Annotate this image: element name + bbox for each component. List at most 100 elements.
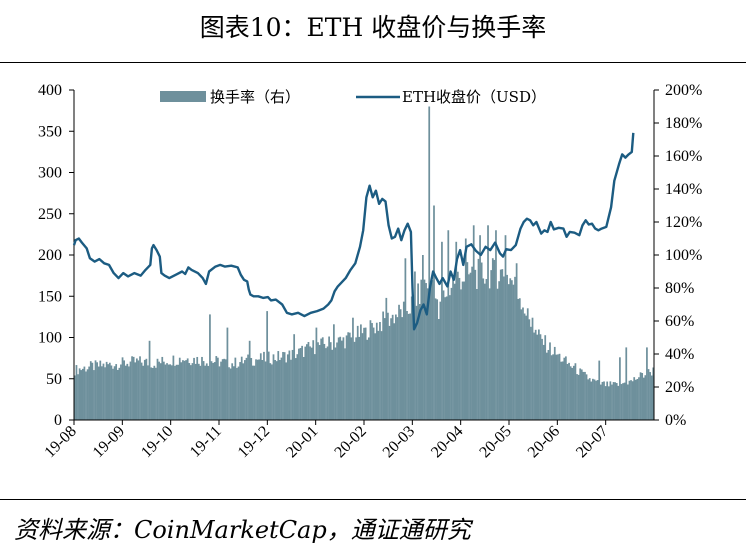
- turnover-bar: [526, 308, 529, 420]
- turnover-bar: [101, 366, 103, 420]
- turnover-bar: [293, 334, 296, 420]
- x-tick-label: 20-07: [573, 423, 611, 461]
- turnover-bar: [414, 271, 416, 420]
- turnover-bar: [636, 379, 639, 420]
- turnover-bar: [108, 362, 111, 420]
- right-tick-label: 0%: [665, 412, 686, 429]
- turnover-bar: [614, 382, 617, 420]
- turnover-bar: [294, 358, 297, 420]
- turnover-bar: [485, 278, 488, 420]
- turnover-bar: [209, 314, 211, 420]
- bottom-rule: [0, 499, 746, 500]
- turnover-bar: [634, 379, 637, 420]
- turnover-bar: [377, 330, 380, 420]
- turnover-bar: [223, 358, 226, 420]
- turnover-bar: [628, 380, 631, 420]
- turnover-bar: [491, 258, 494, 420]
- turnover-bar: [460, 289, 462, 420]
- turnover-bar: [471, 266, 473, 420]
- turnover-bar: [166, 363, 168, 420]
- turnover-bar: [431, 280, 434, 420]
- turnover-bar: [584, 371, 586, 420]
- turnover-bar: [409, 313, 412, 420]
- left-tick-label: 250: [38, 206, 62, 223]
- turnover-bar: [534, 329, 537, 420]
- right-tick-label: 160%: [665, 148, 702, 165]
- turnover-bar: [77, 374, 79, 420]
- turnover-bar: [205, 363, 208, 420]
- turnover-bar: [272, 354, 275, 420]
- turnover-bar: [452, 279, 454, 420]
- turnover-bar: [503, 276, 505, 420]
- turnover-bar: [495, 230, 497, 420]
- turnover-bar: [172, 355, 175, 420]
- turnover-bar: [143, 359, 146, 420]
- turnover-bar: [415, 305, 418, 420]
- turnover-bar: [437, 319, 440, 420]
- turnover-bar: [129, 361, 132, 420]
- turnover-bar: [301, 345, 303, 420]
- turnover-bar: [463, 281, 466, 420]
- turnover-bar: [110, 365, 113, 420]
- turnover-bar: [278, 360, 281, 420]
- turnover-bar: [105, 361, 108, 420]
- turnover-bar: [310, 347, 313, 420]
- turnover-bar: [177, 364, 180, 420]
- turnover-bar: [191, 363, 194, 420]
- turnover-bar: [428, 106, 431, 420]
- turnover-bar: [307, 342, 310, 420]
- turnover-bar: [550, 355, 553, 420]
- turnover-bar: [194, 363, 197, 420]
- turnover-bar: [622, 383, 624, 420]
- turnover-bar: [507, 284, 510, 420]
- x-tick-label: 19-11: [187, 423, 225, 461]
- turnover-bar: [487, 225, 489, 420]
- turnover-bar: [150, 367, 153, 420]
- left-tick-label: 0: [54, 412, 62, 429]
- turnover-bar: [623, 382, 626, 420]
- turnover-bar: [420, 279, 423, 420]
- turnover-bar: [402, 301, 405, 420]
- turnover-bar: [633, 377, 636, 420]
- right-tick-label: 140%: [665, 181, 702, 198]
- turnover-bar: [344, 348, 346, 420]
- turnover-bar: [296, 354, 299, 420]
- turnover-bar: [371, 323, 373, 420]
- turnover-bar: [604, 386, 607, 420]
- turnover-bar: [599, 384, 602, 420]
- turnover-bar: [474, 269, 477, 420]
- turnover-bar: [450, 287, 453, 420]
- turnover-bar: [615, 383, 618, 420]
- turnover-bar: [245, 357, 248, 420]
- turnover-bar: [131, 356, 133, 420]
- turnover-bar: [447, 230, 450, 420]
- turnover-bar: [541, 338, 543, 420]
- turnover-bar: [118, 367, 121, 420]
- turnover-bar: [434, 298, 437, 420]
- turnover-bar: [318, 344, 321, 420]
- price-line-group: [72, 132, 635, 331]
- turnover-bar: [592, 378, 594, 420]
- turnover-bar: [328, 336, 330, 420]
- turnover-bar: [560, 361, 562, 420]
- left-tick-label: 350: [38, 123, 62, 140]
- turnover-bar: [539, 334, 542, 420]
- turnover-bar: [367, 337, 370, 420]
- turnover-bar: [423, 279, 426, 420]
- source-note: 资料来源：CoinMarketCap，通证通研究: [14, 516, 471, 544]
- turnover-bar: [120, 364, 122, 420]
- turnover-bar: [224, 359, 227, 420]
- turnover-bar: [512, 284, 515, 420]
- turnover-bar: [436, 299, 439, 420]
- turnover-bar: [325, 348, 327, 420]
- turnover-bar: [626, 384, 629, 420]
- turnover-bar: [331, 349, 334, 420]
- turnover-bar: [158, 361, 160, 420]
- turnover-bar: [250, 357, 253, 420]
- turnover-bar: [185, 360, 187, 420]
- right-tick-label: 60%: [665, 313, 694, 330]
- turnover-bar: [398, 304, 400, 420]
- right-tick-label: 40%: [665, 346, 694, 363]
- turnover-bar: [277, 351, 280, 420]
- turnover-bar: [356, 325, 359, 420]
